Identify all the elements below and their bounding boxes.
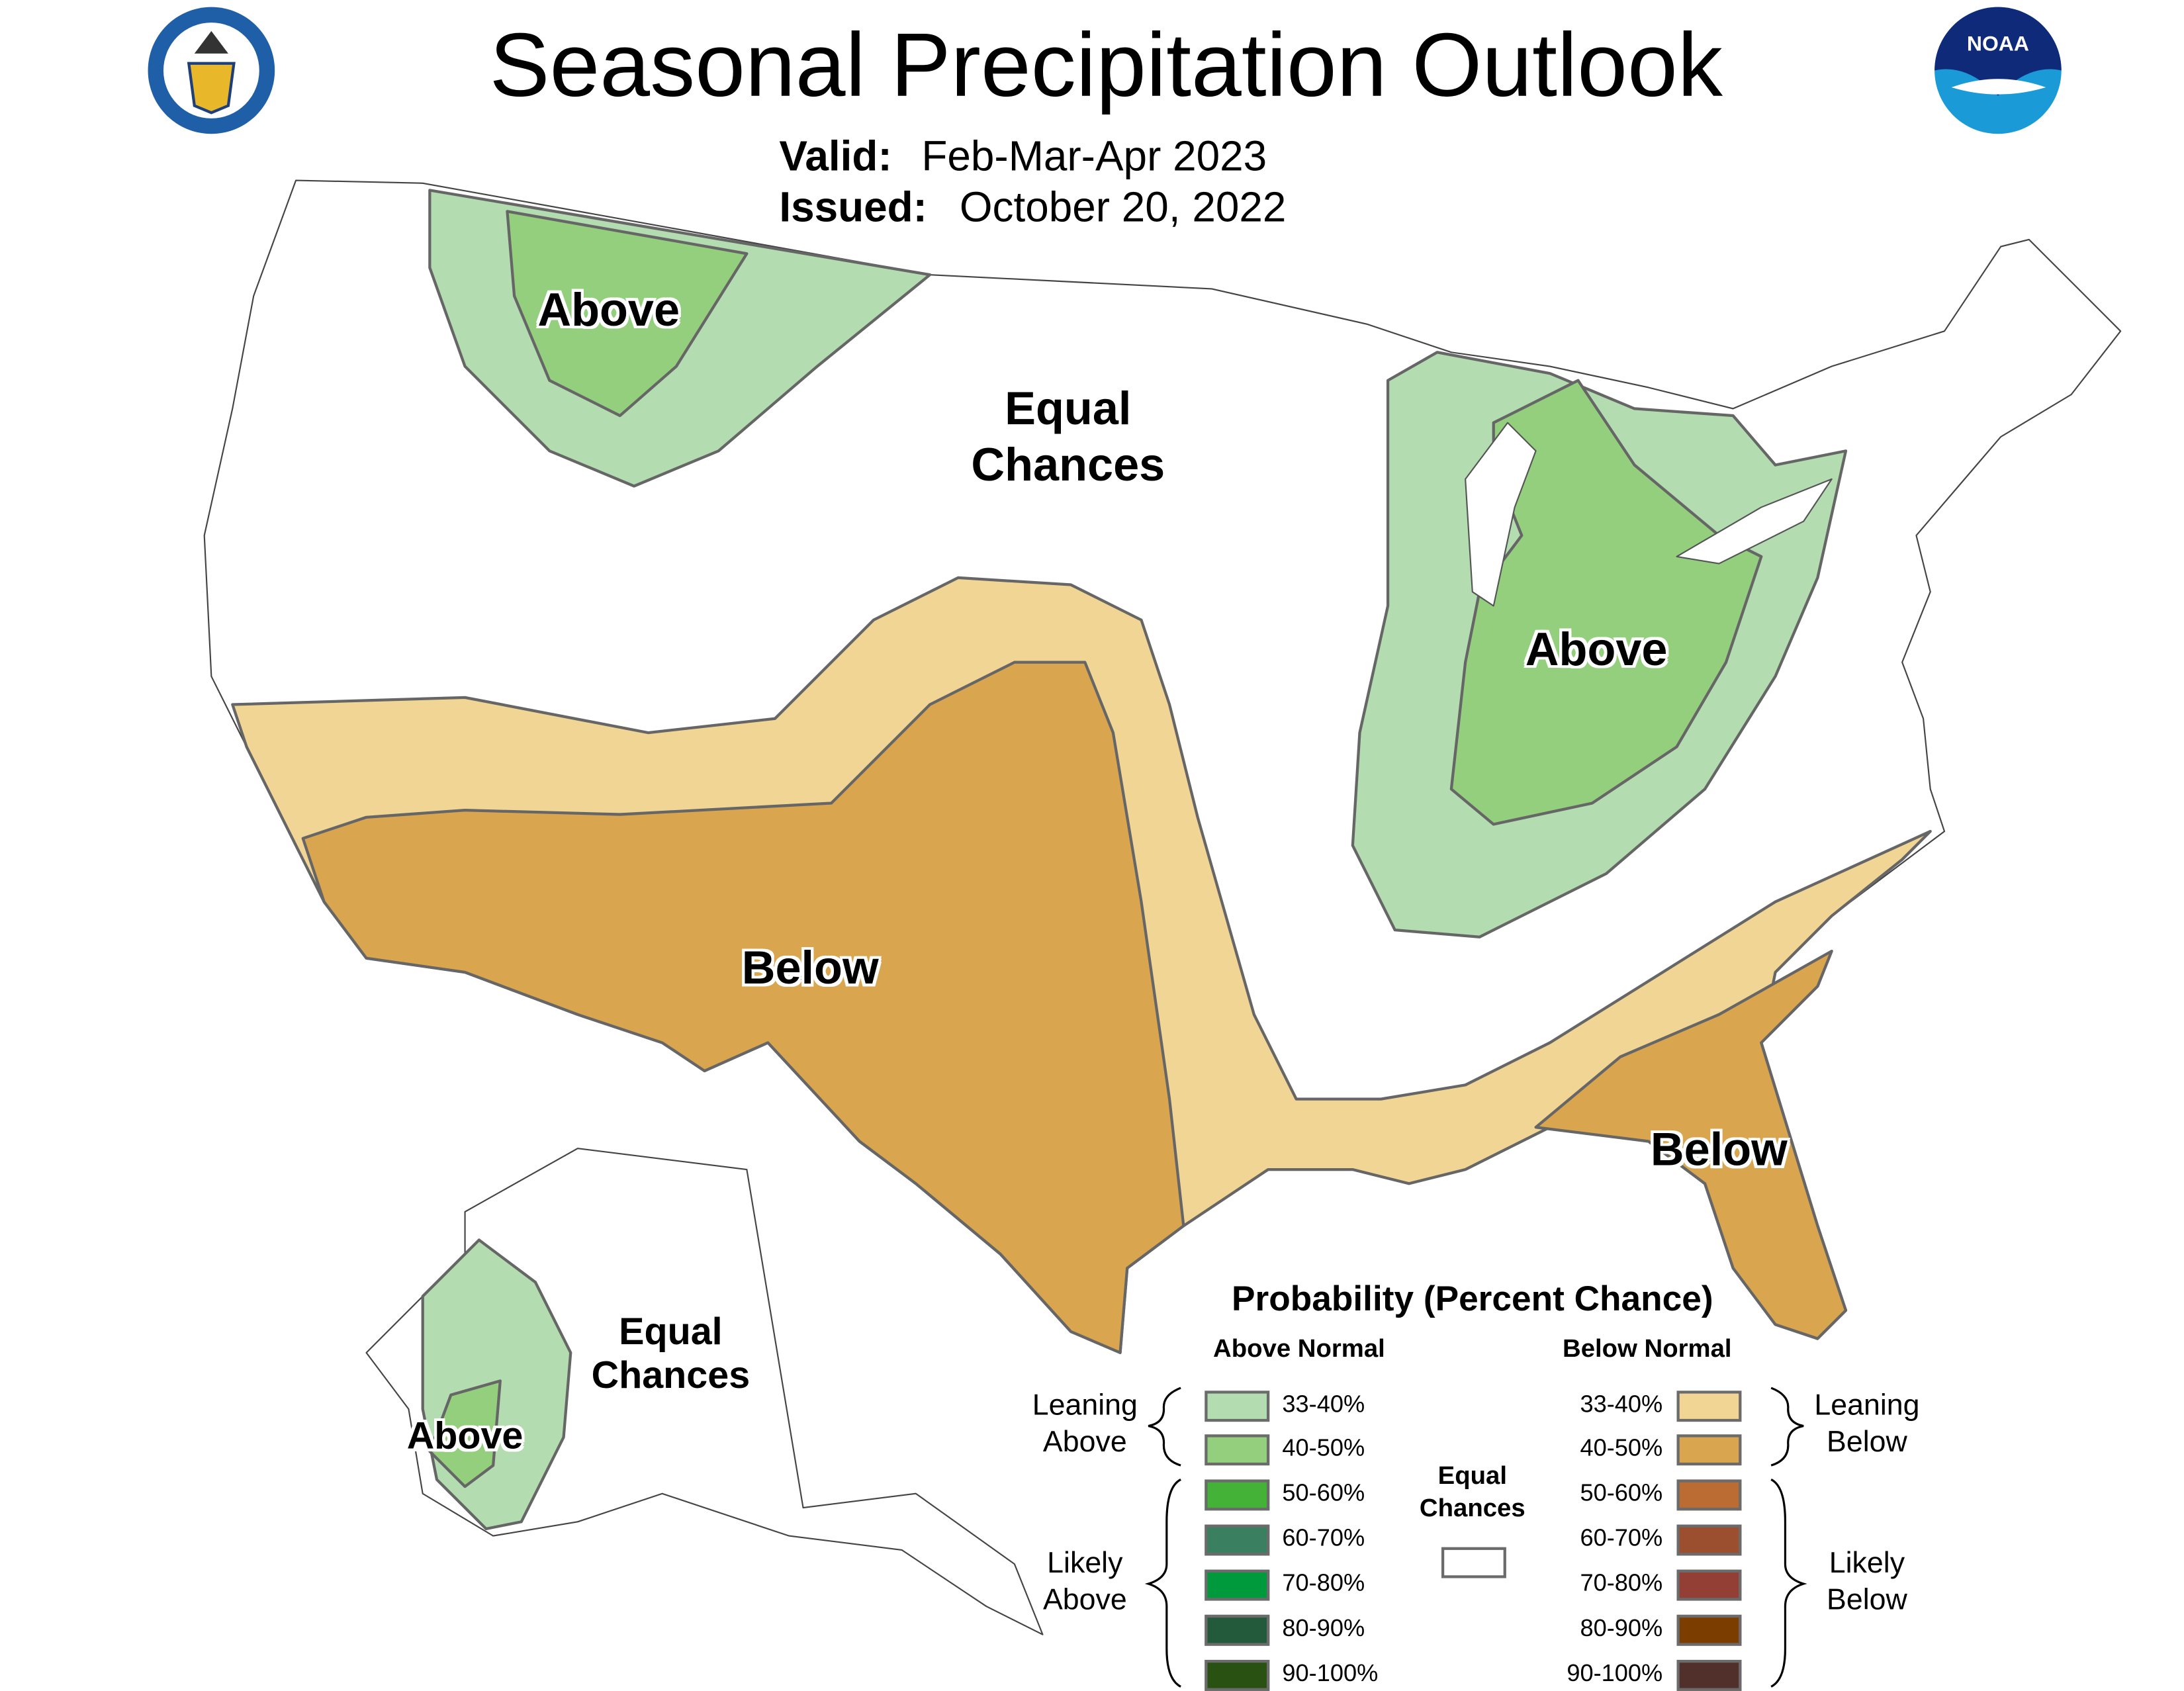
noaa-logo: NOAA bbox=[1934, 7, 2062, 134]
doc-seal-logo bbox=[148, 7, 275, 134]
legend-range-above: 60-70% bbox=[1282, 1524, 1365, 1552]
label-midwest-above: Above bbox=[1525, 623, 1668, 675]
legend-range-below: 60-70% bbox=[1580, 1524, 1663, 1552]
legend-swatch-below-4 bbox=[1676, 1569, 1742, 1601]
issued-label: Issued: bbox=[779, 184, 927, 232]
label-equal-line2: Chances bbox=[971, 438, 1165, 490]
page-title: Seasonal Precipitation Outlook bbox=[489, 14, 1723, 116]
legend-swatch-above-3 bbox=[1205, 1524, 1270, 1556]
legend-swatch-below-0 bbox=[1676, 1391, 1742, 1422]
legend-range-below: 70-80% bbox=[1580, 1569, 1663, 1597]
legend-swatch-below-3 bbox=[1676, 1524, 1742, 1556]
label-se-below: Below bbox=[1650, 1122, 1788, 1175]
legend-swatch-below-2 bbox=[1676, 1479, 1742, 1511]
legend-range-below: 80-90% bbox=[1580, 1614, 1663, 1642]
legend-swatch-below-1 bbox=[1676, 1434, 1742, 1466]
legend-range-above: 33-40% bbox=[1282, 1391, 1365, 1418]
legend-range-above: 50-60% bbox=[1282, 1479, 1365, 1506]
legend-leaning-above: Leaning Above bbox=[1032, 1389, 1138, 1459]
label-alaska-above: Above bbox=[406, 1414, 523, 1457]
legend-likely-above: Likely Above bbox=[1042, 1547, 1127, 1616]
legend-range-below: 50-60% bbox=[1580, 1479, 1663, 1506]
legend-range-above: 40-50% bbox=[1282, 1434, 1365, 1461]
label-alaska-equal-line1: Equal bbox=[619, 1310, 723, 1353]
legend-swatch-above-0 bbox=[1205, 1391, 1270, 1422]
valid-value: Feb-Mar-Apr 2023 bbox=[921, 134, 1267, 181]
label-sw-below: Below bbox=[741, 941, 879, 993]
region-sw-below-40-50 bbox=[301, 661, 1185, 1354]
label-nw-above: Above bbox=[537, 283, 680, 336]
legend-below-header: Below Normal bbox=[1563, 1334, 1732, 1363]
region-se-below-40-50 bbox=[1534, 949, 1848, 1340]
legend-swatch-above-4 bbox=[1205, 1569, 1270, 1601]
legend-range-below: 90-100% bbox=[1567, 1659, 1663, 1687]
legend-swatch-below-6 bbox=[1676, 1659, 1742, 1691]
region-midwest-above-40-50 bbox=[1449, 379, 1763, 826]
legend-range-above: 80-90% bbox=[1282, 1614, 1365, 1642]
legend-swatch-above-5 bbox=[1205, 1614, 1270, 1646]
legend-range-above: 90-100% bbox=[1282, 1659, 1379, 1687]
legend-above-header: Above Normal bbox=[1213, 1334, 1385, 1363]
legend-swatch-above-6 bbox=[1205, 1659, 1270, 1691]
legend-title: Probability (Percent Chance) bbox=[1232, 1279, 1713, 1319]
issued-value: October 20, 2022 bbox=[959, 184, 1287, 232]
legend-braces bbox=[1144, 1387, 1807, 1688]
legend-likely-below: Likely Below bbox=[1827, 1547, 1907, 1616]
alaska-outline bbox=[365, 1148, 1044, 1635]
valid-label: Valid: bbox=[779, 134, 892, 181]
label-alaska-equal-line2: Chances bbox=[591, 1353, 751, 1396]
legend-range-above: 70-80% bbox=[1282, 1569, 1365, 1597]
great-lakes bbox=[1465, 422, 1833, 607]
legend-range-below: 33-40% bbox=[1580, 1391, 1663, 1418]
legend-swatch-equal bbox=[1441, 1547, 1506, 1578]
svg-text:NOAA: NOAA bbox=[1967, 32, 2029, 56]
legend-swatch-above-1 bbox=[1205, 1434, 1270, 1466]
region-alaska-above-40-50 bbox=[428, 1379, 502, 1488]
region-nw-above-40-50 bbox=[506, 210, 749, 418]
legend-range-below: 40-50% bbox=[1580, 1434, 1663, 1461]
legend-swatch-above-2 bbox=[1205, 1479, 1270, 1511]
label-equal-line1: Equal bbox=[1005, 381, 1132, 434]
legend-equal-chances: Equal Chances bbox=[1419, 1461, 1525, 1522]
legend-leaning-below: Leaning Below bbox=[1814, 1389, 1920, 1459]
legend-swatch-below-5 bbox=[1676, 1614, 1742, 1646]
